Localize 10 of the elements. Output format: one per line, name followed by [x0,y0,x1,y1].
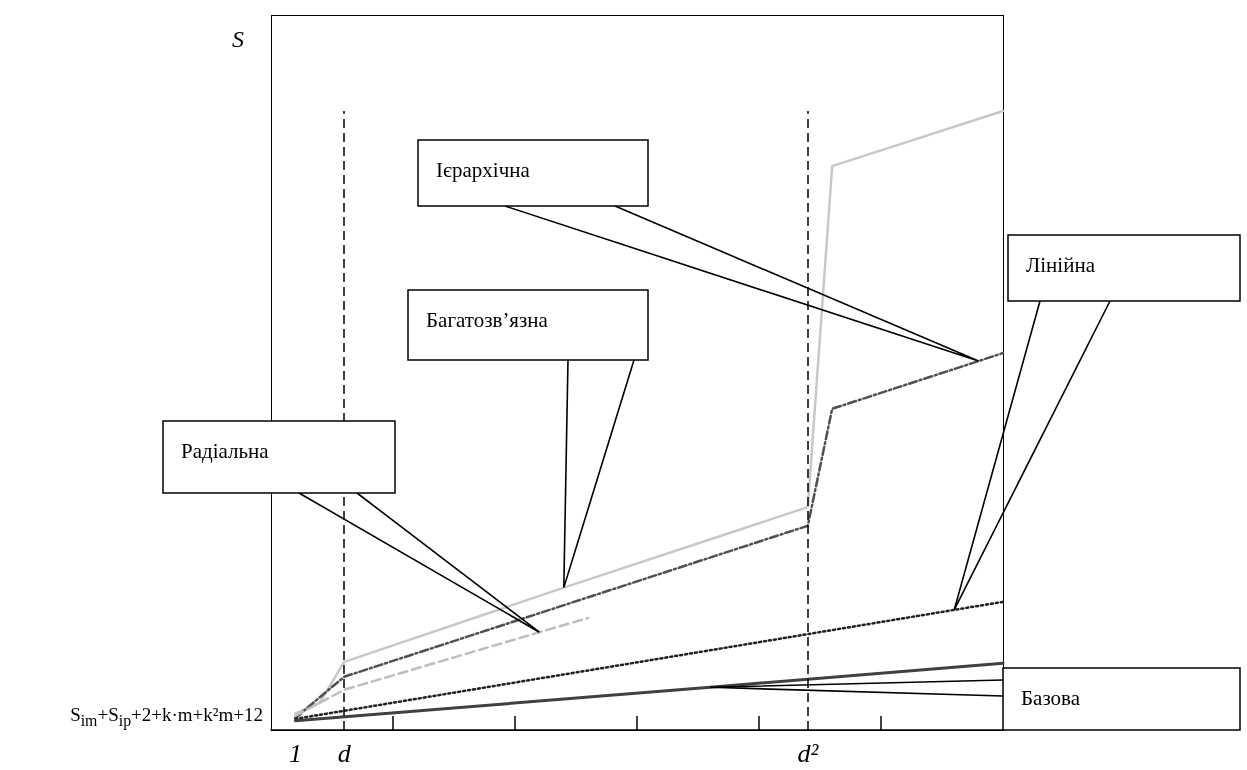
y-axis-title: S [232,26,244,53]
text: S$_{im}$+S$_{ip}$+2+k·m+k²m+12 [70,704,263,730]
text: Радіальна [163,421,395,493]
x-tick-label: d [337,738,352,768]
text: Базова [1003,668,1240,730]
annotation: Багатозв’язна [408,290,648,360]
annotation: Ієрархічна [418,140,648,206]
x-tick-label: d² [797,738,820,768]
text: Лінійна [1008,235,1240,301]
x-tick-label: 1 [288,738,302,768]
